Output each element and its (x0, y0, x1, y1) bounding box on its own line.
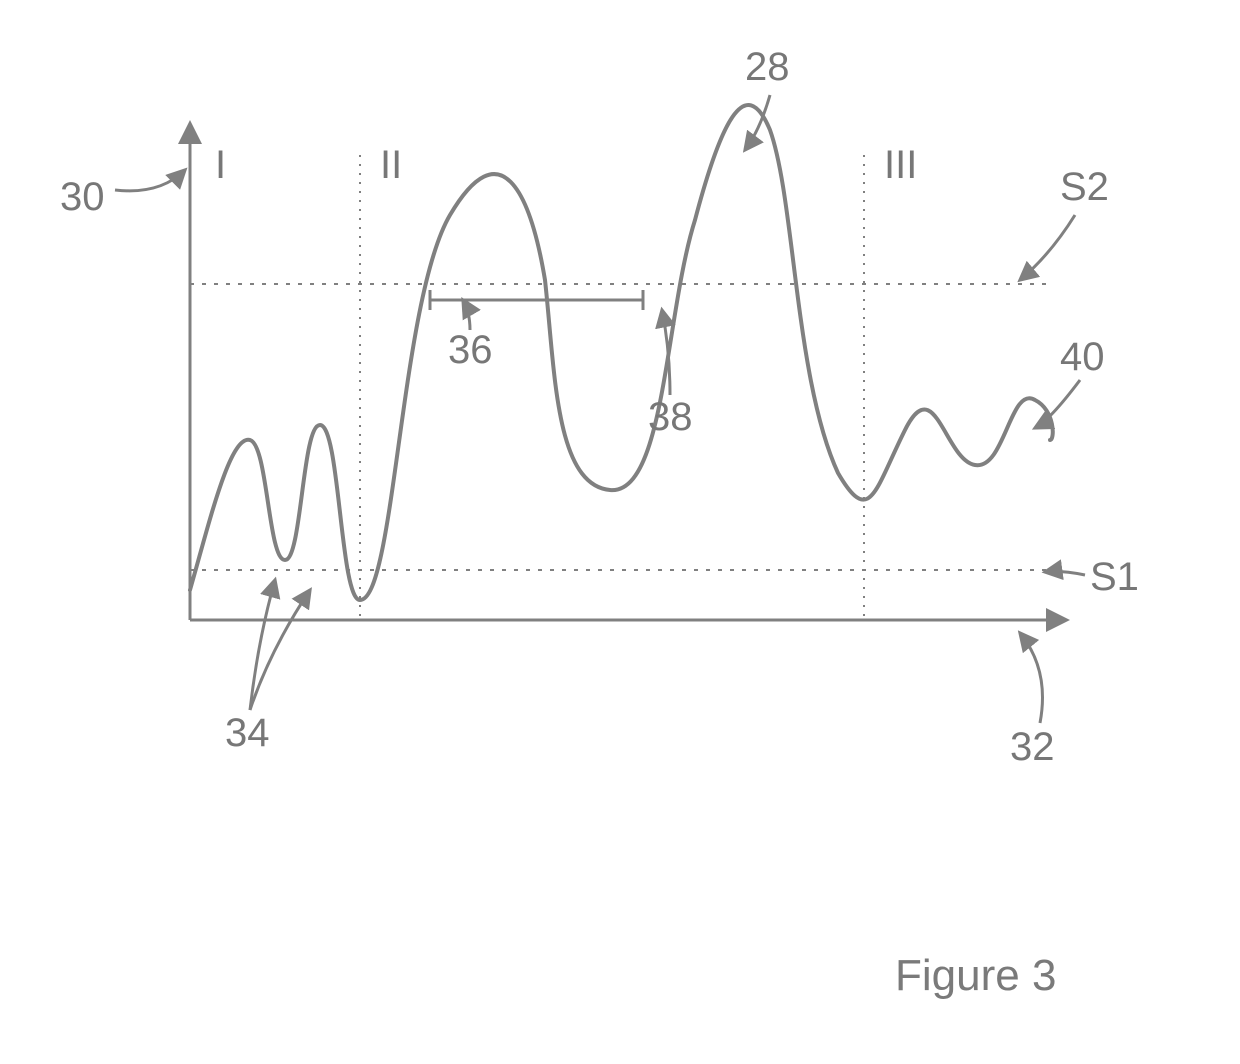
threshold-s2-label: S2 (1060, 165, 1109, 209)
callout-28-label: 28 (745, 45, 790, 89)
region-label-3: III (884, 143, 917, 187)
callout-30-label: 30 (60, 175, 105, 219)
plot-background (0, 0, 1240, 1064)
threshold-s1-label: S1 (1090, 555, 1139, 599)
callout-38-label: 38 (648, 395, 693, 439)
figure-caption: Figure 3 (895, 951, 1056, 1000)
region-label-1: I (215, 143, 226, 187)
callout-36-label: 36 (448, 328, 493, 372)
callout-34-label: 34 (225, 711, 270, 755)
callout-32-label: 32 (1010, 725, 1055, 769)
region-label-2: II (380, 143, 402, 187)
callout-40-label: 40 (1060, 335, 1105, 379)
